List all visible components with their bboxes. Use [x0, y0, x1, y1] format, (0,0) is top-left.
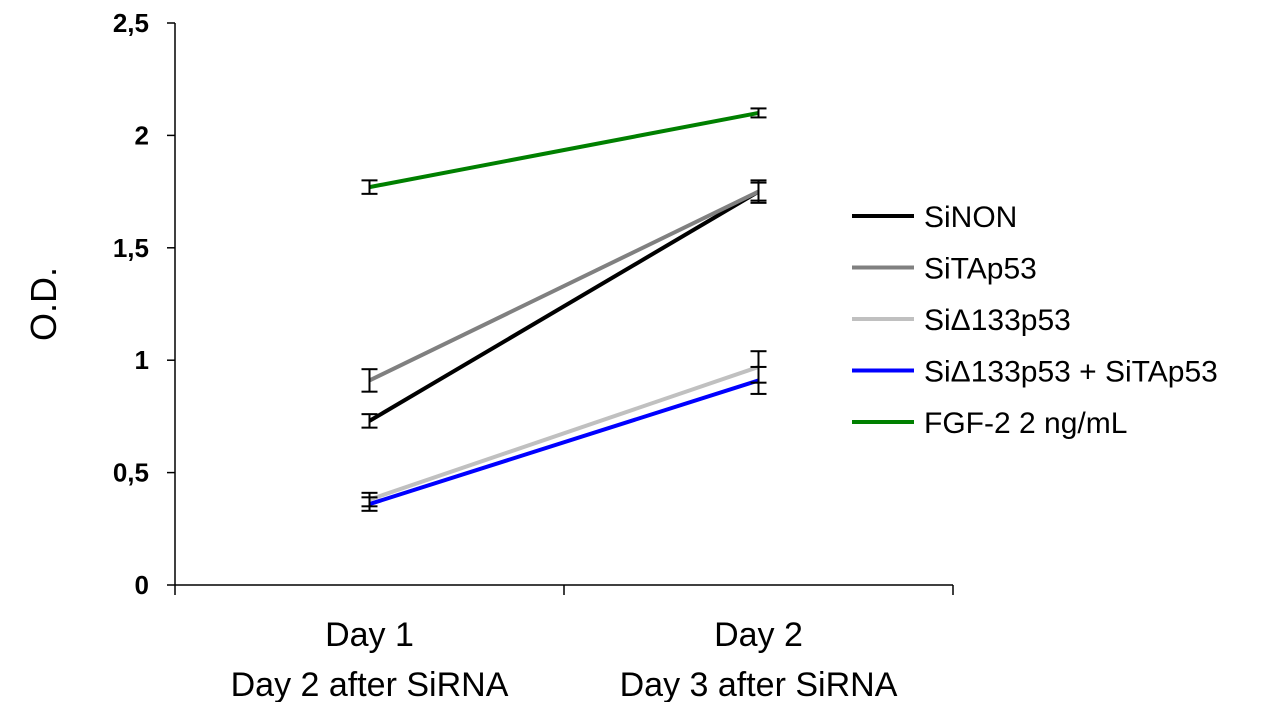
- y-axis: 0 0,5 1 1,5 2 2,5: [113, 8, 176, 600]
- legend: SiNON SiTAp53 SiΔ133p53 SiΔ133p53 + SiTAp53…: [852, 201, 1218, 440]
- y-tick-label: 2: [135, 120, 149, 150]
- legend-label: SiΔ133p53 + SiTAp53: [924, 356, 1218, 389]
- series-line: [368, 365, 760, 502]
- x-axis: Day 1 Day 2 after SiRNA Day 2 Day 3 after S…: [174, 584, 954, 702]
- series-line: [369, 110, 759, 190]
- y-tick-label: 0,5: [113, 458, 149, 488]
- y-tick-label: 1: [135, 345, 149, 375]
- y-tick-label: 0: [135, 570, 149, 600]
- legend-label: SiTAp53: [924, 253, 1037, 286]
- legend-label: SiΔ133p53: [924, 304, 1071, 337]
- x-category-label: Day 2 after SiRNA: [231, 666, 509, 702]
- y-tick-label: 1,5: [113, 233, 149, 263]
- series-line: [368, 189, 760, 423]
- legend-label: SiNON: [924, 201, 1017, 234]
- y-tick-label: 2,5: [113, 8, 149, 38]
- series-layer: [361, 107, 767, 512]
- y-axis-title: O.D.: [23, 267, 64, 341]
- series-line: [368, 189, 760, 383]
- x-category-label: Day 1: [325, 616, 414, 654]
- series-line: [368, 378, 760, 506]
- x-category-label: Day 3 after SiRNA: [620, 666, 898, 702]
- x-category-label: Day 2: [714, 616, 803, 654]
- legend-label: FGF-2 2 ng/mL: [924, 407, 1127, 440]
